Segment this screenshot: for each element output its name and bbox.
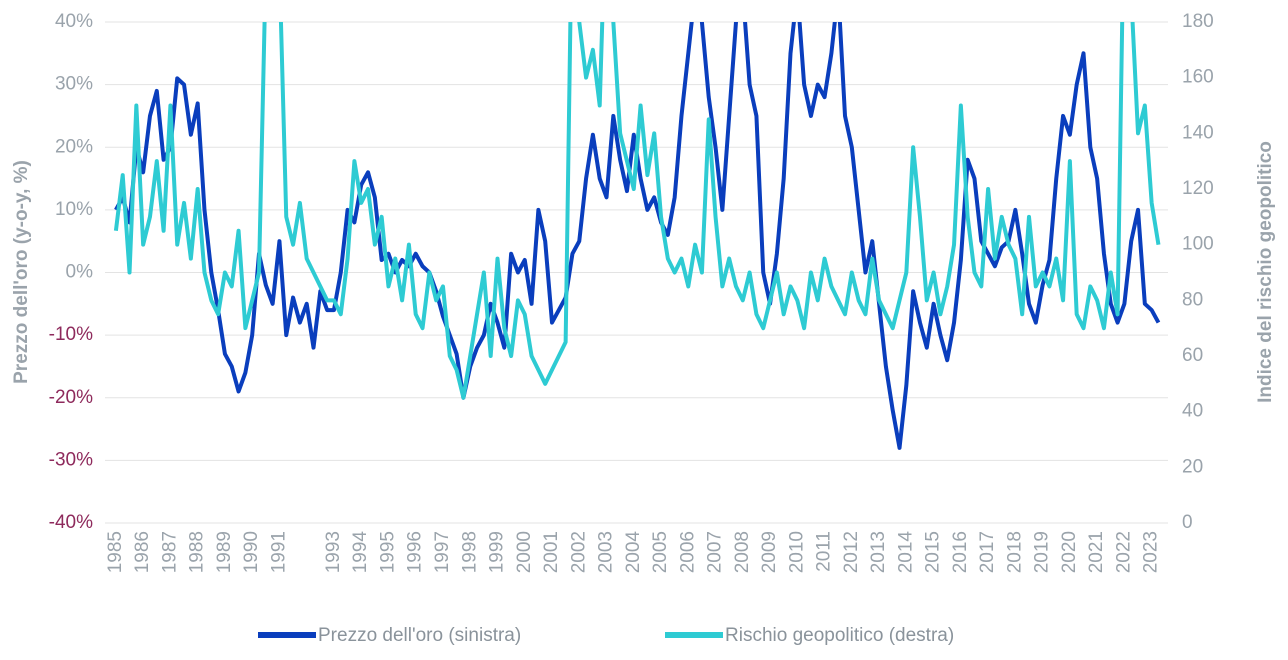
x-tick-label: 2020 bbox=[1059, 531, 1080, 573]
y2-tick-label: 100 bbox=[1182, 234, 1214, 255]
legend-label: Prezzo dell'oro (sinistra) bbox=[318, 625, 521, 646]
x-tick-label: 1987 bbox=[159, 531, 180, 573]
x-tick-label: 1985 bbox=[105, 531, 126, 573]
x-tick-label: 1991 bbox=[268, 531, 289, 573]
y2-tick-label: 20 bbox=[1182, 456, 1203, 477]
y2-tick-label: 80 bbox=[1182, 289, 1203, 310]
x-tick-label: 1999 bbox=[487, 531, 508, 573]
x-tick-label: 2004 bbox=[623, 531, 644, 574]
x-tick-label: 2011 bbox=[814, 531, 835, 572]
x-tick-label: 2008 bbox=[732, 531, 753, 573]
y2-tick-label: 140 bbox=[1182, 122, 1214, 143]
x-tick-label: 1995 bbox=[377, 531, 398, 573]
y2-tick-label: 0 bbox=[1182, 512, 1193, 533]
x-tick-label: 2015 bbox=[923, 531, 944, 573]
x-tick-label: 2007 bbox=[705, 531, 726, 573]
x-tick-label: 2014 bbox=[895, 531, 916, 574]
x-tick-label: 2019 bbox=[1032, 531, 1053, 573]
y2-tick-label: 120 bbox=[1182, 178, 1214, 199]
x-tick-label: 2022 bbox=[1113, 531, 1134, 573]
y-tick-label: 20% bbox=[55, 136, 93, 157]
x-tick-label: 2009 bbox=[759, 531, 780, 573]
y-tick-label: -40% bbox=[49, 512, 93, 533]
x-tick-label: 2018 bbox=[1004, 531, 1025, 573]
x-tick-label: 2012 bbox=[841, 531, 862, 573]
y-tick-label: 30% bbox=[55, 74, 93, 95]
y2-tick-label: 60 bbox=[1182, 345, 1203, 366]
x-tick-label: 2006 bbox=[677, 531, 698, 573]
x-tick-label: 2002 bbox=[568, 531, 589, 573]
y-tick-label: -10% bbox=[49, 324, 93, 345]
x-tick-label: 1988 bbox=[187, 531, 208, 573]
x-tick-label: 2000 bbox=[514, 531, 535, 573]
y-tick-label: 10% bbox=[55, 199, 93, 220]
y-tick-label: 0% bbox=[66, 262, 94, 283]
x-tick-label: 2021 bbox=[1086, 531, 1107, 573]
y2-axis-title: Indice del rischio geopolitico bbox=[1255, 141, 1276, 403]
x-tick-label: 2010 bbox=[786, 531, 807, 573]
y-tick-label: -20% bbox=[49, 387, 93, 408]
x-tick-label: 2016 bbox=[950, 531, 971, 573]
x-tick-label: 2003 bbox=[596, 531, 617, 573]
x-tick-label: 2017 bbox=[977, 531, 998, 573]
x-tick-label: 1986 bbox=[132, 531, 153, 573]
series-line bbox=[113, 22, 1161, 400]
x-tick-label: 2005 bbox=[650, 531, 671, 573]
x-tick-label: 2001 bbox=[541, 531, 562, 573]
y-tick-label: 40% bbox=[55, 11, 93, 32]
x-tick-label: 1997 bbox=[432, 531, 453, 573]
x-tick-label: 1993 bbox=[323, 531, 344, 573]
x-tick-label: 1994 bbox=[350, 531, 371, 574]
legend-label: Rischio geopolitico (destra) bbox=[725, 625, 954, 646]
x-tick-label: 1996 bbox=[405, 531, 426, 573]
x-tick-label: 1990 bbox=[241, 531, 262, 573]
y2-tick-label: 180 bbox=[1182, 11, 1214, 32]
y2-tick-label: 40 bbox=[1182, 401, 1203, 422]
y-tick-label: -30% bbox=[49, 449, 93, 470]
y-axis-title: Prezzo dell'oro (y-o-y, %) bbox=[11, 160, 32, 384]
x-tick-label: 2023 bbox=[1141, 531, 1162, 573]
x-tick-label: 1989 bbox=[214, 531, 235, 573]
y2-tick-label: 160 bbox=[1182, 67, 1214, 88]
x-tick-label: 1998 bbox=[459, 531, 480, 573]
plot-area bbox=[113, 22, 1161, 450]
x-tick-label: 2013 bbox=[868, 531, 889, 573]
